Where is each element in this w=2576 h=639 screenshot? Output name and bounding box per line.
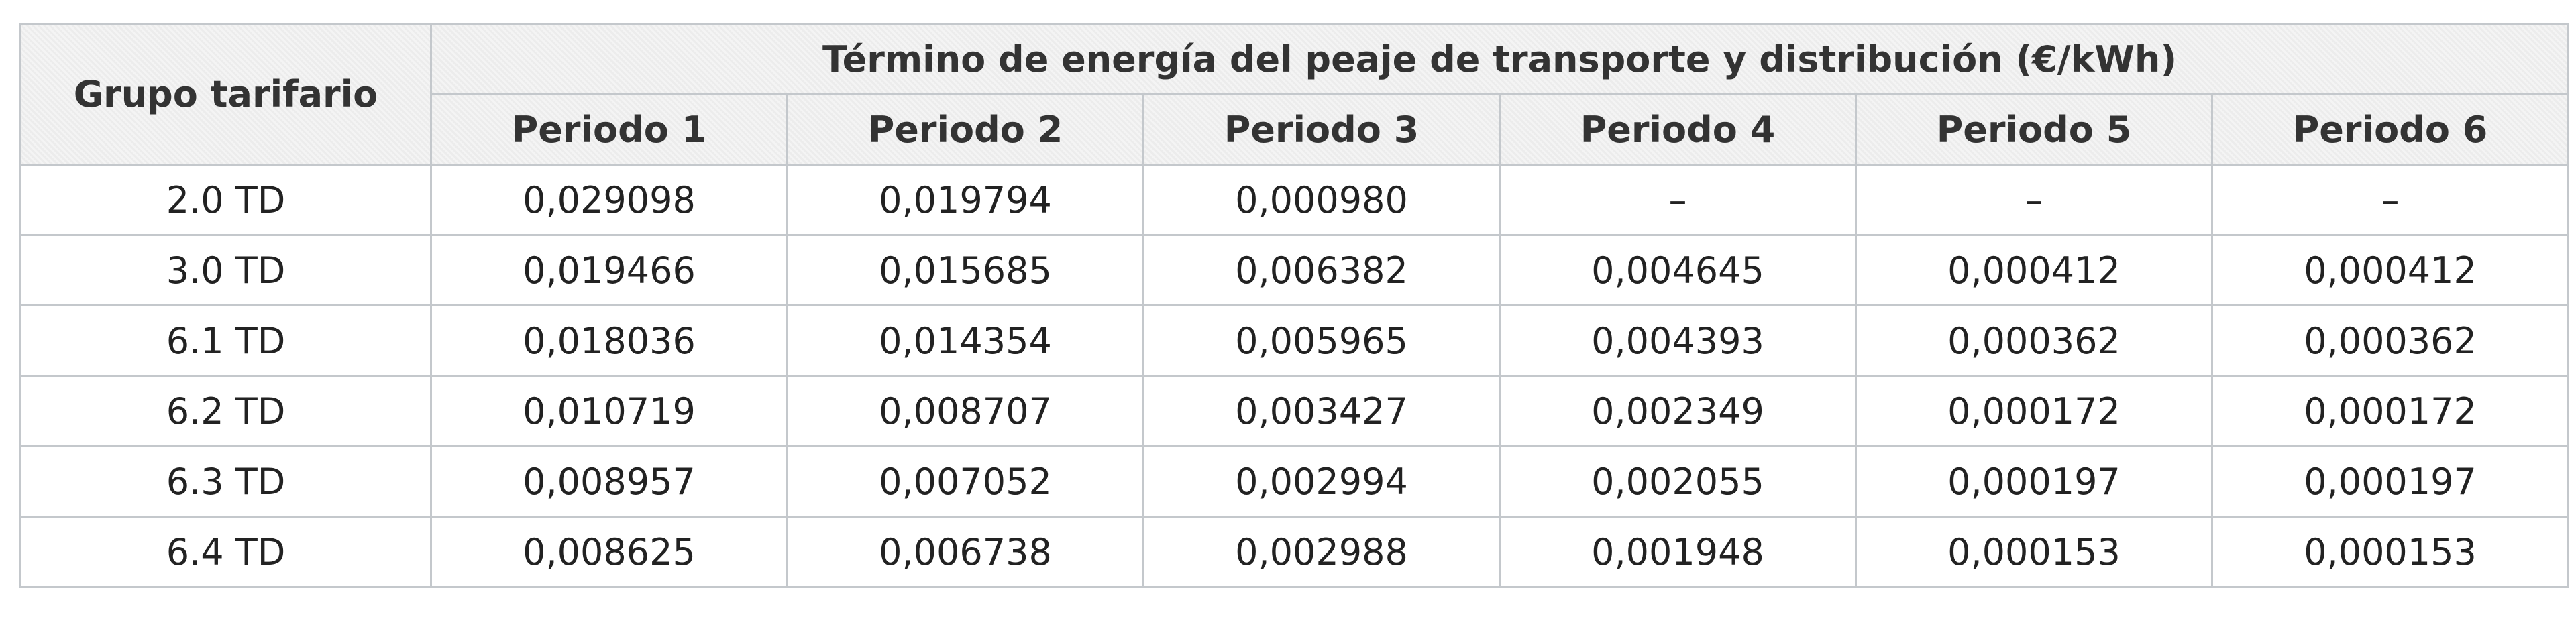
- header-row: Grupo tarifario Término de energía del p…: [19, 23, 2570, 166]
- value-cell: 0,000153: [1855, 516, 2213, 588]
- column-header: Periodo 5: [1855, 93, 2213, 166]
- tariff-table: Grupo tarifario Término de energía del p…: [19, 23, 2570, 588]
- value-cell: 0,000172: [2210, 375, 2570, 447]
- value-cell: 0,019794: [786, 164, 1144, 236]
- value-cell: 0,006382: [1142, 234, 1501, 306]
- column-header: Periodo 1: [430, 93, 788, 166]
- value-cell: 0,000197: [1855, 445, 2213, 518]
- value-cell: 0,002988: [1142, 516, 1501, 588]
- data-row: 6.2 TD 0,010719 0,008707 0,003427 0,002349 0,…: [19, 375, 2570, 447]
- value-cell: 0,004393: [1499, 304, 1857, 377]
- value-cell: 0,008625: [430, 516, 788, 588]
- group-header: Término de energía del peaje de transpor…: [429, 23, 2570, 95]
- group-cell: 2.0 TD: [19, 164, 432, 236]
- value-cell: 0,018036: [430, 304, 788, 377]
- value-cell: 0,000153: [2210, 516, 2570, 588]
- column-header: Periodo 6: [2210, 93, 2570, 166]
- value-cell: 0,002994: [1142, 445, 1501, 518]
- data-row: 6.3 TD 0,008957 0,007052 0,002994 0,002055 0,…: [19, 445, 2570, 518]
- value-cell: 0,000412: [2210, 234, 2570, 306]
- column-header: Periodo 3: [1142, 93, 1501, 166]
- value-cell: 0,008957: [430, 445, 788, 518]
- value-cell: 0,010719: [430, 375, 788, 447]
- data-row: 6.4 TD 0,008625 0,006738 0,002988 0,001948 0,…: [19, 516, 2570, 588]
- value-cell: 0,008707: [786, 375, 1144, 447]
- group-cell: 6.3 TD: [19, 445, 432, 518]
- column-header: Periodo 4: [1499, 93, 1857, 166]
- data-row: 6.1 TD 0,018036 0,014354 0,005965 0,004393 0,…: [19, 304, 2570, 377]
- group-cell: 6.2 TD: [19, 375, 432, 447]
- value-cell: 0,004645: [1499, 234, 1857, 306]
- value-cell: 0,007052: [786, 445, 1144, 518]
- group-cell: 6.1 TD: [19, 304, 432, 377]
- data-row: 2.0 TD 0,029098 0,019794 0,000980– – –: [19, 164, 2570, 236]
- value-cell: 0,029098: [430, 164, 788, 236]
- value-cell: 0,015685: [786, 234, 1144, 306]
- value-cell: 0,014354: [786, 304, 1144, 377]
- group-cell: 6.4 TD: [19, 516, 432, 588]
- value-cell: –: [1499, 164, 1857, 236]
- group-cell: 3.0 TD: [19, 234, 432, 306]
- value-cell: 0,000980: [1142, 164, 1501, 236]
- value-cell: 0,000412: [1855, 234, 2213, 306]
- value-cell: 0,000172: [1855, 375, 2213, 447]
- value-cell: 0,000362: [1855, 304, 2213, 377]
- value-cell: 0,003427: [1142, 375, 1501, 447]
- value-cell: –: [2210, 164, 2570, 236]
- table-body: 2.0 TD 0,029098 0,019794 0,000980– – –3.0 TD 0…: [19, 164, 2570, 588]
- value-cell: 0,002055: [1499, 445, 1857, 518]
- corner-header: Grupo tarifario: [19, 23, 432, 166]
- column-header: Periodo 2: [786, 93, 1144, 166]
- value-cell: 0,002349: [1499, 375, 1857, 447]
- value-cell: 0,006738: [786, 516, 1144, 588]
- header-row: Periodo 1 Periodo 2 Periodo 3 Periodo 4 Peri…: [21, 93, 2570, 166]
- value-cell: 0,000362: [2210, 304, 2570, 377]
- value-cell: –: [1855, 164, 2213, 236]
- value-cell: 0,019466: [430, 234, 788, 306]
- value-cell: 0,001948: [1499, 516, 1857, 588]
- data-row: 3.0 TD 0,019466 0,015685 0,006382 0,004645 0,…: [19, 234, 2570, 306]
- value-cell: 0,005965: [1142, 304, 1501, 377]
- value-cell: 0,000197: [2210, 445, 2570, 518]
